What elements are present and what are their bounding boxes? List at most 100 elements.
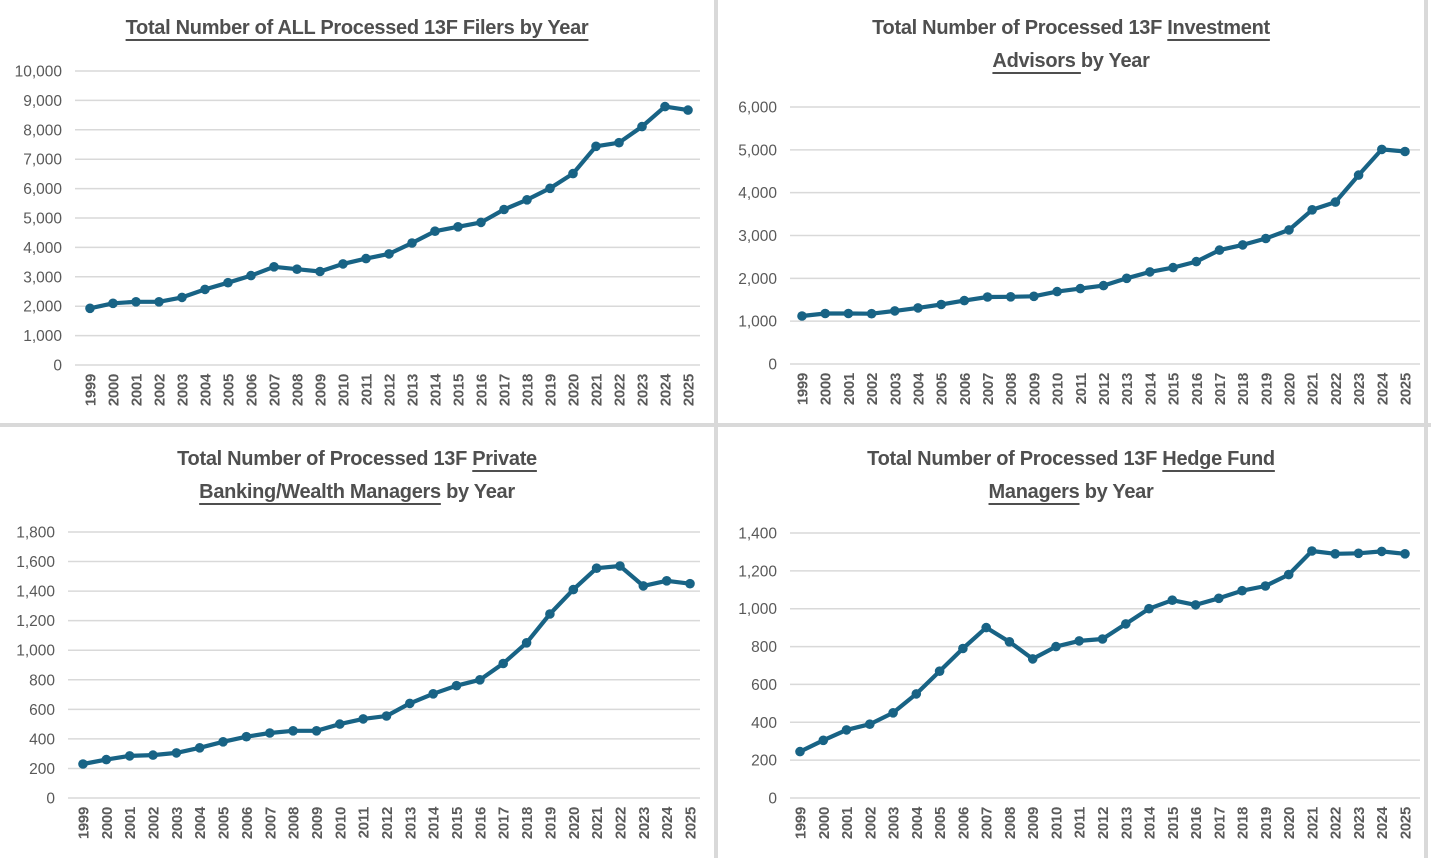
data-point-marker [795, 746, 805, 757]
data-point-marker [1145, 267, 1155, 277]
x-axis-tick-label: 2016 [472, 807, 489, 839]
data-point-marker [1074, 636, 1084, 646]
x-axis-tick-label: 2014 [1142, 806, 1159, 839]
data-point-marker [1052, 286, 1062, 297]
data-point-marker [1400, 549, 1410, 559]
x-axis-tick-label: 2003 [886, 807, 903, 839]
data-point-marker [194, 743, 205, 753]
chart-title-text: by Year [440, 481, 515, 503]
x-axis-tick-label: 2007 [267, 374, 284, 406]
y-axis-tick-label: 400 [29, 731, 55, 748]
data-point-marker [200, 284, 210, 295]
x-axis-tick-label: 2023 [636, 807, 653, 839]
y-axis-tick-label: 1,200 [738, 563, 777, 580]
x-axis-tick-label: 2006 [239, 807, 256, 839]
x-axis-tick-label: 2001 [122, 807, 139, 839]
data-series-line [799, 147, 1408, 319]
data-point-marker [818, 735, 829, 746]
data-point-marker [1121, 619, 1131, 629]
x-axis-tick-label: 2012 [1096, 373, 1113, 405]
x-axis-tick-label: 2009 [1026, 373, 1043, 405]
x-axis-tick-label: 2024 [658, 373, 675, 406]
x-axis-tick-label: 2003 [175, 374, 192, 406]
data-point-marker [85, 303, 95, 314]
x-axis-tick-label: 2010 [1050, 373, 1067, 405]
chart-title-underlined-text: Private [472, 448, 537, 470]
y-axis-tick-label: 400 [751, 715, 777, 732]
chart-title-hedge-fund-managers: Total Number of Processed 13F Hedge Fund… [718, 443, 1424, 509]
x-axis-tick-label: 2000 [106, 374, 123, 406]
data-point-marker [913, 303, 923, 313]
x-axis-tick-label: 2012 [382, 374, 399, 406]
x-axis-tick-label: 2020 [1281, 807, 1298, 839]
data-point-marker [1214, 245, 1225, 255]
x-axis-tick-label: 2017 [1211, 807, 1228, 839]
x-axis-tick-label: 2004 [192, 806, 209, 839]
data-point-marker [1190, 600, 1201, 610]
data-point-marker [381, 711, 392, 721]
x-axis-tick-label: 2013 [402, 807, 419, 839]
x-axis-tick-label: 2006 [957, 373, 974, 405]
x-axis-tick-label: 2023 [1351, 807, 1368, 839]
x-axis-tick-label: 2025 [1398, 807, 1415, 839]
data-point-marker [1144, 603, 1154, 614]
x-axis-tick-label: 2015 [1166, 373, 1183, 405]
chart-title-line: Total Number of ALL Processed 13F Filers… [0, 12, 714, 45]
data-point-marker [1260, 581, 1271, 591]
data-point-marker [171, 748, 182, 758]
data-point-marker [865, 719, 875, 729]
data-point-marker [958, 643, 968, 654]
data-point-marker [430, 226, 440, 236]
y-axis-tick-label: 4,000 [738, 185, 777, 202]
data-series-line [797, 548, 1408, 754]
data-point-marker [890, 306, 900, 316]
data-point-marker [936, 299, 946, 310]
x-axis-tick-label: 1999 [795, 373, 812, 405]
data-point-marker [934, 666, 945, 676]
y-axis-tick-label: 9,000 [23, 93, 62, 110]
data-point-marker [1283, 569, 1294, 580]
y-axis-tick-label: 1,000 [16, 643, 55, 660]
y-axis-tick-label: 0 [46, 791, 55, 808]
data-point-marker [269, 262, 279, 272]
data-point-marker [1214, 593, 1224, 604]
x-axis-tick-label: 2007 [980, 373, 997, 405]
x-axis-tick-label: 1999 [793, 807, 810, 839]
x-axis-tick-label: 2022 [1328, 373, 1345, 405]
y-axis-tick-label: 200 [751, 753, 777, 770]
data-point-marker [131, 297, 141, 307]
data-point-marker [292, 264, 302, 275]
data-point-marker [1307, 546, 1317, 556]
y-axis-tick-label: 1,800 [16, 525, 55, 542]
x-axis-tick-label: 2017 [496, 807, 513, 839]
x-axis-tick-label: 2016 [1188, 807, 1205, 839]
data-point-marker [108, 298, 118, 309]
x-axis-tick-label: 2013 [1118, 807, 1135, 839]
data-point-marker [428, 689, 439, 699]
data-point-marker [241, 731, 252, 742]
x-axis-tick-label: 2011 [359, 374, 376, 405]
y-axis-tick-label: 0 [768, 791, 777, 808]
data-point-marker [288, 726, 298, 736]
data-series-line [87, 104, 691, 311]
data-point-marker [820, 308, 830, 319]
x-axis-tick-label: 2019 [1258, 807, 1275, 839]
y-axis-tick-label: 2,000 [738, 271, 777, 288]
data-point-marker [1027, 654, 1038, 664]
data-point-marker [1121, 273, 1132, 284]
x-axis-tick-label: 1999 [76, 807, 93, 839]
x-axis-tick-label: 2013 [1119, 373, 1136, 405]
x-axis-tick-label: 2003 [887, 373, 904, 405]
y-axis-tick-label: 2,000 [23, 299, 62, 316]
data-point-marker [843, 308, 854, 319]
y-axis-tick-label: 1,000 [23, 328, 62, 345]
x-axis-tick-label: 2023 [635, 374, 652, 406]
x-axis-tick-label: 2025 [681, 374, 698, 406]
data-point-marker [265, 728, 275, 738]
chart-title-investment-advisors: Total Number of Processed 13F Investment… [718, 12, 1424, 78]
chart-title-underlined-text: Advisors [992, 50, 1081, 72]
x-axis-tick-label: 2017 [1212, 373, 1229, 405]
data-point-marker [1168, 262, 1178, 273]
y-axis-tick-label: 800 [751, 639, 777, 656]
